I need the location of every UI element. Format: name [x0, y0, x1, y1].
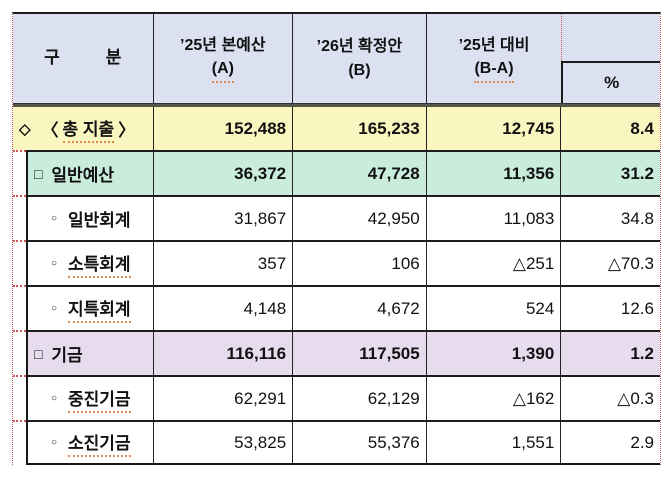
row-label: 총 지출 [62, 115, 115, 143]
header-budget-2025-code: (A) [211, 57, 234, 84]
row-label: 일반회계 [68, 211, 131, 230]
header-cell-percent: % [561, 14, 660, 103]
cell-percent: 31.2 [561, 150, 660, 195]
indent-strip [13, 375, 26, 420]
cell-percent: 8.4 [561, 107, 660, 150]
cell-plan-2026: 106 [293, 240, 427, 285]
cell-percent: △70.3 [561, 240, 660, 285]
row-label: 중진기금 [68, 385, 131, 413]
table-body: ◇ 〈 총 지출 〉 152,488 165,233 12,745 8.4 □ … [13, 107, 660, 465]
indent-strip [13, 150, 26, 195]
row-label-cell: ○ 소특회계 [25, 240, 154, 285]
cell-budget-2025: 4,148 [153, 285, 294, 330]
table-row-total: ◇ 〈 총 지출 〉 152,488 165,233 12,745 8.4 [13, 107, 660, 150]
row-label-cell: □ 기금 [25, 330, 154, 375]
header-plan-2026-title: ’26년 확정안 [316, 38, 403, 56]
header-budget-2025-title: ’25년 본예산 [180, 36, 266, 54]
row-label: 기금 [51, 346, 83, 365]
table-row-general-budget: □ 일반예산 36,372 47,728 11,356 31.2 [13, 150, 660, 195]
cell-budget-2025: 36,372 [153, 150, 294, 195]
budget-table: 구 분 ’25년 본예산 (A) ’26년 확정안 (B) ’25년 대비 (B… [12, 12, 661, 465]
label-open-bracket: 〈 [41, 121, 59, 140]
cell-plan-2026: 42,950 [293, 195, 427, 240]
row-label: 소진기금 [68, 429, 131, 457]
indent-strip [13, 195, 26, 240]
table-row-sotuk-account: ○ 소특회계 357 106 △251 △70.3 [13, 240, 660, 285]
circle-bullet-icon: ○ [50, 393, 57, 404]
cell-percent: △0.3 [561, 375, 660, 420]
cell-diff: 524 [426, 285, 562, 330]
indent-strip [13, 240, 26, 285]
cell-plan-2026: 47,728 [293, 150, 427, 195]
cell-diff: △162 [426, 375, 562, 420]
cell-budget-2025: 62,291 [153, 375, 294, 420]
square-bullet-icon: □ [33, 345, 43, 362]
header-cell-diff: ’25년 대비 (B-A) [427, 14, 562, 103]
cell-diff: 1,390 [426, 330, 562, 375]
cell-diff: 12,745 [426, 107, 562, 150]
cell-diff: 11,083 [426, 195, 562, 240]
header-body-divider [13, 104, 660, 107]
row-label-cell: ○ 지특회계 [25, 285, 154, 330]
table-row-jituk-account: ○ 지특회계 4,148 4,672 524 12.6 [13, 285, 660, 330]
diamond-bullet-icon: ◇ [19, 120, 31, 138]
cell-percent: 12.6 [561, 285, 660, 330]
label-close-bracket: 〉 [118, 121, 136, 140]
row-label-cell: ◇ 〈 총 지출 〉 [13, 107, 154, 150]
table-row-jungjin-fund: ○ 중진기금 62,291 62,129 △162 △0.3 [13, 375, 660, 420]
row-label-cell: ○ 중진기금 [25, 375, 154, 420]
header-cell-plan-2026: ’26년 확정안 (B) [293, 14, 427, 103]
indent-strip [13, 285, 26, 330]
cell-budget-2025: 31,867 [153, 195, 294, 240]
row-label-cell: □ 일반예산 [25, 150, 154, 195]
cell-diff: 1,551 [426, 420, 562, 465]
circle-bullet-icon: ○ [50, 213, 57, 224]
square-bullet-icon: □ [33, 165, 43, 182]
row-label: 소특회계 [68, 250, 131, 278]
row-label: 지특회계 [68, 295, 131, 323]
indent-strip [13, 330, 26, 375]
table-row-funds: □ 기금 116,116 117,505 1,390 1.2 [13, 330, 660, 375]
row-label: 일반예산 [51, 166, 114, 185]
cell-plan-2026: 62,129 [293, 375, 427, 420]
circle-bullet-icon: ○ [50, 437, 57, 448]
cell-plan-2026: 4,672 [293, 285, 427, 330]
cell-plan-2026: 117,505 [293, 330, 427, 375]
header-percent-spacer [561, 14, 660, 61]
header-diff-code: (B-A) [474, 57, 514, 84]
header-percent-label: % [561, 61, 660, 103]
header-category-left: 구 [44, 48, 60, 68]
cell-percent: 34.8 [561, 195, 660, 240]
cell-plan-2026: 165,233 [293, 107, 427, 150]
circle-bullet-icon: ○ [50, 303, 57, 314]
table-row-general-account: ○ 일반회계 31,867 42,950 11,083 34.8 [13, 195, 660, 240]
indent-strip [13, 420, 26, 465]
cell-percent: 2.9 [561, 420, 660, 465]
cell-budget-2025: 53,825 [153, 420, 294, 465]
cell-diff: 11,356 [426, 150, 562, 195]
header-cell-category: 구 분 [13, 14, 154, 103]
table-row-sojin-fund: ○ 소진기금 53,825 55,376 1,551 2.9 [13, 420, 660, 465]
row-label-cell: ○ 소진기금 [25, 420, 154, 465]
row-label-cell: ○ 일반회계 [25, 195, 154, 240]
cell-percent: 1.2 [561, 330, 660, 375]
table-header-row: 구 분 ’25년 본예산 (A) ’26년 확정안 (B) ’25년 대비 (B… [13, 14, 660, 104]
cell-budget-2025: 357 [153, 240, 294, 285]
cell-budget-2025: 116,116 [153, 330, 294, 375]
cell-diff: △251 [426, 240, 562, 285]
header-cell-budget-2025: ’25년 본예산 (A) [154, 14, 294, 103]
cell-budget-2025: 152,488 [153, 107, 294, 150]
header-plan-2026-code: (B) [348, 61, 371, 79]
circle-bullet-icon: ○ [50, 258, 57, 269]
header-diff-title: ’25년 대비 [458, 36, 530, 54]
header-category-right: 분 [105, 48, 122, 68]
cell-plan-2026: 55,376 [293, 420, 427, 465]
